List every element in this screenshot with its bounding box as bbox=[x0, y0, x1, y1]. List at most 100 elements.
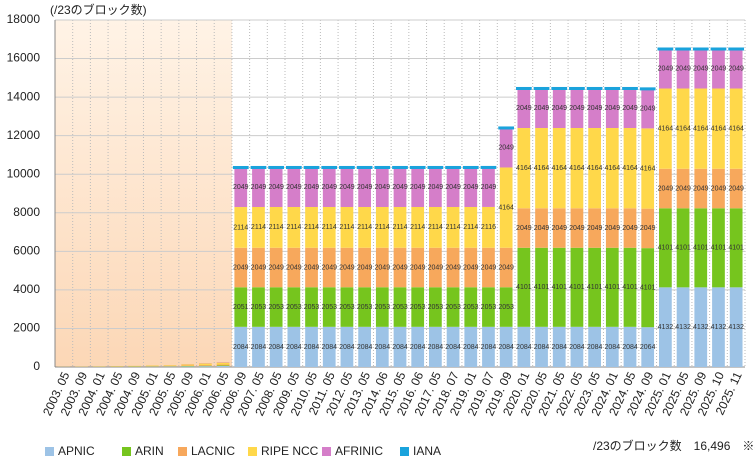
y-tick-label: 0 bbox=[33, 359, 40, 373]
data-label: 2084 bbox=[233, 344, 249, 351]
data-label: 2053 bbox=[357, 304, 373, 311]
y-axis-label: (/23のブロック数) bbox=[50, 2, 147, 17]
data-label: 2049 bbox=[251, 264, 267, 271]
data-label: 2049 bbox=[551, 105, 567, 112]
data-label: 4101 bbox=[658, 245, 674, 252]
data-label: 2049 bbox=[622, 105, 638, 112]
data-label: 2049 bbox=[410, 264, 426, 271]
y-tick-label: 6000 bbox=[13, 244, 40, 258]
data-label: 4164 bbox=[675, 125, 691, 132]
data-label: 2053 bbox=[428, 304, 444, 311]
data-label: 2049 bbox=[445, 184, 461, 191]
data-label: 2049 bbox=[233, 184, 249, 191]
legend-label: RIPE NCC bbox=[261, 444, 319, 458]
data-label: 2084 bbox=[339, 344, 355, 351]
data-label: 2084 bbox=[587, 344, 603, 351]
data-label: 4164 bbox=[693, 125, 709, 132]
data-label: 2049 bbox=[286, 184, 302, 191]
data-label: 4101 bbox=[605, 284, 621, 291]
data-label: 2053 bbox=[339, 304, 355, 311]
legend-label: AFRINIC bbox=[335, 444, 383, 458]
y-tick-label: 14000 bbox=[7, 89, 41, 103]
data-label: 2114 bbox=[392, 224, 407, 231]
data-label: 2114 bbox=[304, 224, 319, 231]
data-label: 2084 bbox=[410, 344, 426, 351]
data-label: 4101 bbox=[728, 245, 744, 252]
data-label: 4132 bbox=[658, 324, 674, 331]
data-label: 2049 bbox=[569, 105, 585, 112]
data-label: 2084 bbox=[428, 344, 444, 351]
data-label: 2049 bbox=[658, 185, 674, 192]
data-label: 2084 bbox=[481, 344, 497, 351]
data-label: 4164 bbox=[551, 165, 567, 172]
data-label: 2053 bbox=[268, 304, 284, 311]
data-label: 2049 bbox=[693, 66, 709, 73]
data-label: 2049 bbox=[587, 225, 603, 232]
data-label: 2084 bbox=[463, 344, 479, 351]
data-label: 2053 bbox=[445, 304, 461, 311]
data-label: 2049 bbox=[251, 184, 267, 191]
data-label: 2049 bbox=[605, 225, 621, 232]
data-label: 2049 bbox=[304, 184, 320, 191]
data-label: 2084 bbox=[551, 344, 567, 351]
data-label: 2114 bbox=[233, 224, 248, 231]
data-label: 2084 bbox=[534, 344, 550, 351]
data-label: 2114 bbox=[410, 224, 425, 231]
data-label: 2053 bbox=[392, 304, 408, 311]
data-label: 2049 bbox=[728, 66, 744, 73]
y-tick-label: 12000 bbox=[7, 128, 41, 142]
data-label: 2049 bbox=[445, 264, 461, 271]
data-label: 4164 bbox=[534, 165, 550, 172]
legend-label: LACNIC bbox=[191, 444, 235, 458]
y-tick-label: 10000 bbox=[7, 166, 41, 180]
data-label: 2049 bbox=[551, 225, 567, 232]
data-label: 2084 bbox=[392, 344, 408, 351]
data-label: 2049 bbox=[711, 66, 727, 73]
legend-swatch bbox=[178, 447, 187, 456]
bar-segment bbox=[164, 365, 177, 366]
data-label: 4101 bbox=[516, 284, 532, 291]
data-label: 2049 bbox=[605, 105, 621, 112]
data-label: 2049 bbox=[622, 225, 638, 232]
data-label: 4132 bbox=[675, 324, 691, 331]
y-tick-label: 2000 bbox=[13, 321, 40, 335]
bar-segment bbox=[217, 366, 230, 367]
data-label: 4164 bbox=[516, 165, 532, 172]
bar-segment bbox=[217, 363, 230, 365]
bar-segment bbox=[217, 365, 230, 366]
data-label: 4164 bbox=[728, 125, 744, 132]
data-label: 2053 bbox=[321, 304, 337, 311]
data-label: 2049 bbox=[569, 225, 585, 232]
data-label: 2114 bbox=[446, 224, 461, 231]
data-label: 4101 bbox=[640, 285, 656, 292]
data-label: 2049 bbox=[392, 264, 408, 271]
bar-segment bbox=[199, 366, 212, 367]
y-tick-label: 8000 bbox=[13, 205, 40, 219]
data-label: 2114 bbox=[357, 224, 372, 231]
data-label: 4101 bbox=[711, 245, 727, 252]
data-label: 2049 bbox=[675, 185, 691, 192]
data-label: 2053 bbox=[498, 304, 514, 311]
data-label: 2053 bbox=[286, 304, 302, 311]
data-label: 2049 bbox=[268, 264, 284, 271]
data-label: 4164 bbox=[587, 165, 603, 172]
data-label: 2049 bbox=[339, 184, 355, 191]
data-label: 2114 bbox=[428, 224, 443, 231]
legend-swatch bbox=[322, 447, 331, 456]
data-label: 2049 bbox=[498, 145, 514, 152]
data-label: 2049 bbox=[233, 264, 249, 271]
data-label: 2053 bbox=[481, 304, 497, 311]
data-label: 2114 bbox=[322, 224, 337, 231]
legend-label: ARIN bbox=[135, 444, 164, 458]
data-label: 2049 bbox=[268, 184, 284, 191]
data-label: 2049 bbox=[286, 264, 302, 271]
data-label: 2114 bbox=[269, 224, 284, 231]
data-label: 2049 bbox=[498, 264, 514, 271]
data-label: 2049 bbox=[640, 225, 656, 232]
data-label: 2049 bbox=[321, 184, 337, 191]
data-label: 4101 bbox=[587, 284, 603, 291]
data-label: 4132 bbox=[711, 324, 727, 331]
bar-segment bbox=[199, 363, 212, 365]
data-label: 2084 bbox=[268, 344, 284, 351]
data-label: 2114 bbox=[339, 224, 354, 231]
